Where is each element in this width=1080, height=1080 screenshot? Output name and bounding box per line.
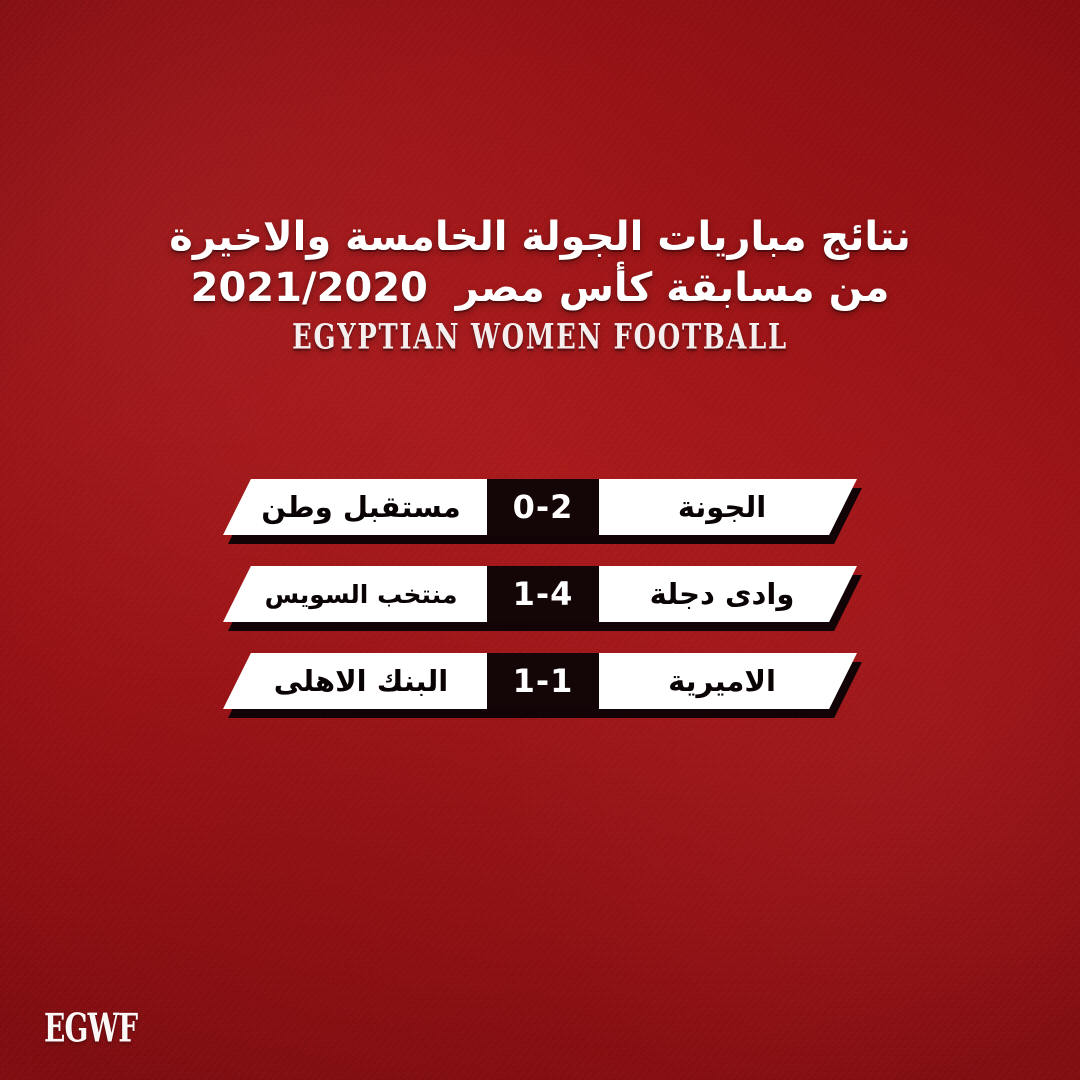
home-team-name: الجونة (677, 489, 767, 524)
away-team-cell: البنك الاهلى (223, 653, 487, 709)
score-cell: 1-4 (487, 566, 599, 622)
match-row: البنك الاهلى 1-1 الاميرية (223, 653, 862, 718)
away-team-name: منتخب السويس (264, 579, 458, 609)
row-bar: مستقبل وطن 0-2 الجونة (223, 479, 857, 535)
score-value: 0-2 (512, 488, 574, 526)
home-team-name: الاميرية (668, 663, 776, 698)
headline-line-2: من مسابقة كأس مصر 2021/2020 (190, 265, 890, 311)
home-team-cell: وادى دجلة (599, 566, 857, 622)
home-team-name: وادى دجلة (649, 576, 795, 611)
home-team-cell: الجونة (599, 479, 857, 535)
match-results-list: مستقبل وطن 0-2 الجونة منتخب السويس 1-4 (223, 479, 862, 718)
score-value: 1-1 (512, 662, 574, 700)
match-row: مستقبل وطن 0-2 الجونة (223, 479, 862, 544)
away-team-cell: مستقبل وطن (223, 479, 487, 535)
headline-subtitle: Egyptian Women Football (292, 317, 788, 358)
away-team-cell: منتخب السويس (223, 566, 487, 622)
score-cell: 1-1 (487, 653, 599, 709)
away-team-name: مستقبل وطن (261, 489, 461, 524)
match-row: منتخب السويس 1-4 وادى دجلة (223, 566, 862, 631)
score-value: 1-4 (512, 575, 574, 613)
headline-block: نتائج مباريات الجولة الخامسة والاخيرة من… (0, 212, 1080, 358)
egwf-logo: EGWF (44, 1005, 138, 1052)
row-bar: منتخب السويس 1-4 وادى دجلة (223, 566, 857, 622)
row-bar: البنك الاهلى 1-1 الاميرية (223, 653, 857, 709)
away-team-name: البنك الاهلى (273, 663, 449, 698)
headline-line-1: نتائج مباريات الجولة الخامسة والاخيرة (169, 214, 911, 260)
score-cell: 0-2 (487, 479, 599, 535)
home-team-cell: الاميرية (599, 653, 857, 709)
